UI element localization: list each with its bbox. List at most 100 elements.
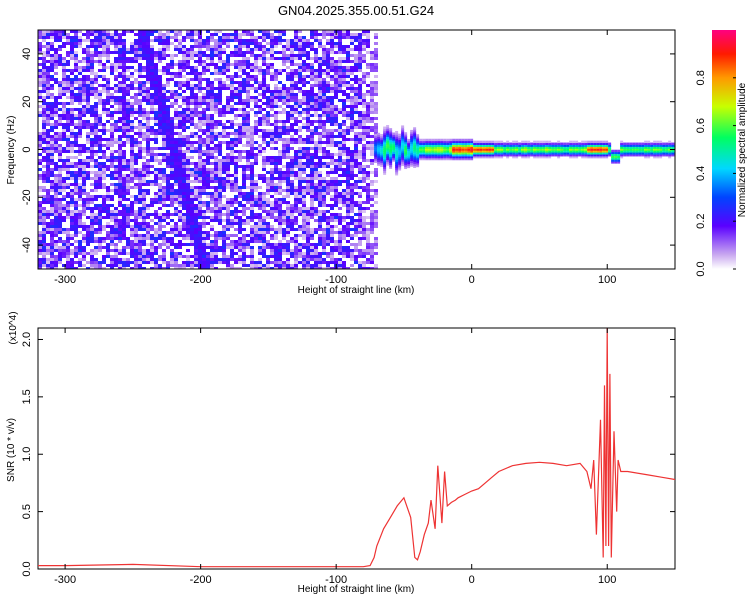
heatmap-cell	[182, 117, 186, 120]
heatmap-cell	[294, 165, 298, 168]
heatmap-cell	[114, 249, 118, 252]
heatmap-cell	[98, 213, 102, 216]
heatmap-cell	[142, 51, 146, 54]
heatmap-cell	[114, 60, 118, 63]
heatmap-cell	[178, 72, 182, 75]
heatmap-cell	[142, 132, 146, 135]
heatmap-cell	[338, 78, 342, 81]
heatmap-cell	[102, 33, 106, 36]
heatmap-cell	[238, 237, 242, 240]
heatmap-cell	[346, 132, 350, 135]
heatmap-cell	[50, 168, 54, 171]
heatmap-cell	[70, 87, 74, 90]
heatmap-cell	[134, 48, 138, 51]
heatmap-cell	[210, 33, 214, 36]
heatmap-cell	[150, 219, 154, 222]
heatmap-cell	[174, 201, 178, 204]
heatmap-cell	[314, 198, 318, 201]
heatmap-cell	[142, 228, 146, 231]
heatmap-cell	[146, 51, 150, 54]
heatmap-cell	[190, 114, 194, 117]
heatmap-cell	[330, 141, 334, 144]
heatmap-cell	[214, 171, 218, 174]
heatmap-cell	[70, 51, 74, 54]
heatmap-cell	[146, 189, 150, 192]
heatmap-cell	[98, 246, 102, 249]
heatmap-cell	[54, 132, 58, 135]
heatmap-cell	[318, 258, 322, 261]
heatmap-cell	[334, 105, 338, 108]
heatmap-cell	[174, 102, 178, 105]
heatmap-cell	[46, 123, 50, 126]
heatmap-cell	[158, 114, 162, 117]
heatmap-cell	[230, 105, 234, 108]
heatmap-cell	[218, 147, 222, 150]
heatmap-cell	[214, 207, 218, 210]
heatmap-cell	[350, 219, 354, 222]
heatmap-cell	[166, 162, 170, 165]
heatmap-cell	[194, 75, 198, 78]
heatmap-cell	[278, 210, 282, 213]
heatmap-cell	[142, 222, 146, 225]
heatmap-cell	[262, 87, 266, 90]
heatmap-cell	[166, 135, 170, 138]
heatmap-cell	[118, 81, 122, 84]
heatmap-cell	[254, 162, 258, 165]
heatmap-cell	[50, 246, 54, 249]
heatmap-cell	[294, 141, 298, 144]
heatmap-cell	[298, 243, 302, 246]
heatmap-cell	[202, 150, 206, 153]
heatmap-cell	[298, 207, 302, 210]
heatmap-cell	[94, 186, 98, 189]
heatmap-cell	[218, 132, 222, 135]
heatmap-cell	[62, 108, 66, 111]
heatmap-cell	[70, 267, 74, 269]
heatmap-cell	[218, 144, 222, 147]
heatmap-cell	[282, 189, 286, 192]
heatmap-cell	[246, 93, 250, 96]
heatmap-cell	[54, 126, 58, 129]
heatmap-cell	[290, 222, 294, 225]
heatmap-cell	[334, 168, 338, 171]
heatmap-cell	[298, 129, 302, 132]
heatmap-cell	[290, 42, 294, 45]
heatmap-cell	[278, 36, 282, 39]
heatmap-cell	[66, 36, 70, 39]
heatmap-cell	[142, 162, 146, 165]
heatmap-cell	[246, 174, 250, 177]
heatmap-cell	[358, 150, 362, 153]
heatmap-cell	[358, 69, 362, 72]
heatmap-cell	[278, 183, 282, 186]
heatmap-cell	[222, 234, 226, 237]
heatmap-cell	[58, 36, 62, 39]
heatmap-cell	[242, 255, 246, 258]
heatmap-cell	[198, 249, 202, 252]
heatmap-cell	[146, 135, 150, 138]
heatmap-cell	[302, 168, 306, 171]
heatmap-cell	[314, 141, 318, 144]
heatmap-cell	[234, 213, 238, 216]
heatmap-cell	[234, 48, 238, 51]
heatmap-cell	[46, 225, 50, 228]
heatmap-cell	[246, 198, 250, 201]
heatmap-cell	[134, 213, 138, 216]
heatmap-cell	[46, 33, 50, 36]
heatmap-cell	[110, 162, 114, 165]
heatmap-cell	[322, 45, 326, 48]
heatmap-cell	[286, 42, 290, 45]
heatmap-cell	[146, 243, 150, 246]
heatmap-cell	[330, 255, 334, 258]
heatmap-cell	[322, 243, 326, 246]
heatmap-cell	[86, 228, 90, 231]
heatmap-cell	[138, 243, 142, 246]
heatmap-cell	[42, 126, 46, 129]
heatmap-cell	[318, 87, 322, 90]
heatmap-cell	[330, 156, 334, 159]
heatmap-cell	[170, 219, 174, 222]
heatmap-cell	[286, 150, 290, 153]
heatmap-cell	[130, 219, 134, 222]
heatmap-cell	[346, 153, 350, 156]
heatmap-cell	[118, 87, 122, 90]
heatmap-cell	[362, 60, 366, 63]
heatmap-cell	[78, 123, 82, 126]
